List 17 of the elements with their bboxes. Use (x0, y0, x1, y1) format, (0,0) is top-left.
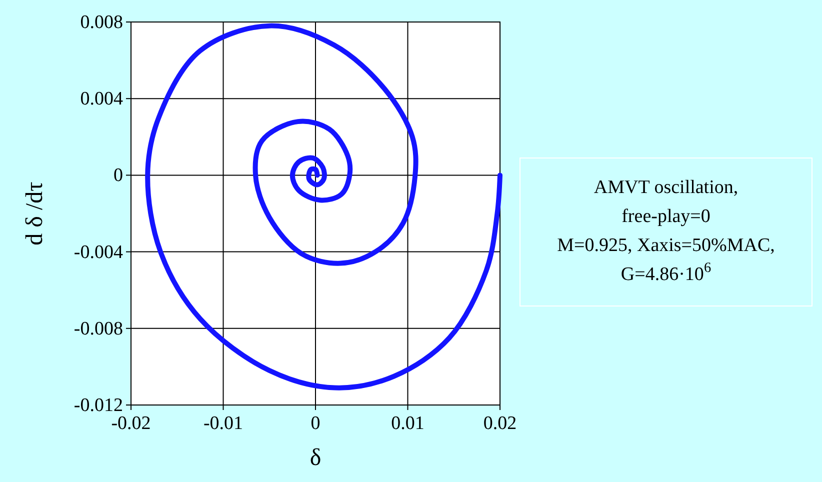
text: M=0.925, Xaxis=50%MAC, (557, 235, 775, 256)
text: AMVT oscillation, (594, 177, 738, 198)
text: free-play=0 (622, 206, 710, 227)
y-tick-label: -0.008 (74, 318, 123, 340)
y-tick-label: 0.004 (80, 88, 124, 110)
x-tick-label: 0.01 (391, 413, 424, 434)
y-tick-label: -0.012 (74, 395, 123, 416)
x-tick-label: -0.02 (111, 413, 151, 434)
x-tick-label: -0.01 (203, 413, 244, 434)
x-tick-label: 0.02 (483, 413, 517, 434)
text: G=4.86·10$^{6}$ (620, 260, 712, 285)
x-axis-title: δ (310, 445, 322, 471)
y-tick-label: 0 (114, 165, 123, 186)
y-tick-label: 0.008 (80, 12, 123, 33)
y-axis-title: d δ /dτ (22, 181, 48, 246)
x-tick-label: 0 (310, 413, 320, 434)
y-tick-label: -0.004 (74, 242, 124, 263)
